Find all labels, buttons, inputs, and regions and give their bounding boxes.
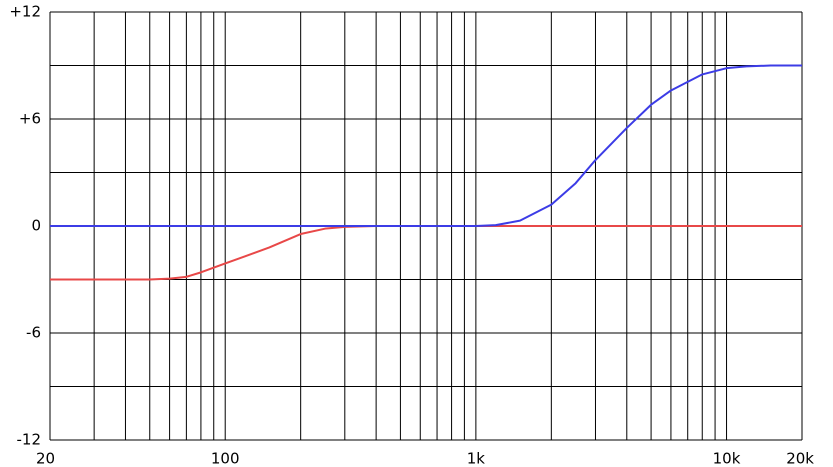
x-tick-label: 20k	[786, 450, 814, 467]
y-tick-label: -12	[17, 431, 42, 449]
x-tick-label: 1k	[467, 450, 486, 467]
y-tick-label: +12	[9, 3, 41, 21]
x-tick-label: 20	[36, 450, 55, 467]
response-curve	[50, 225, 802, 281]
y-tick-label: 0	[31, 217, 41, 235]
y-tick-label: -6	[26, 324, 41, 342]
y-tick-label: +6	[19, 110, 41, 128]
x-tick-label: 100	[211, 450, 240, 467]
response-curve	[50, 64, 802, 227]
x-tick-label: 10k	[713, 450, 741, 467]
